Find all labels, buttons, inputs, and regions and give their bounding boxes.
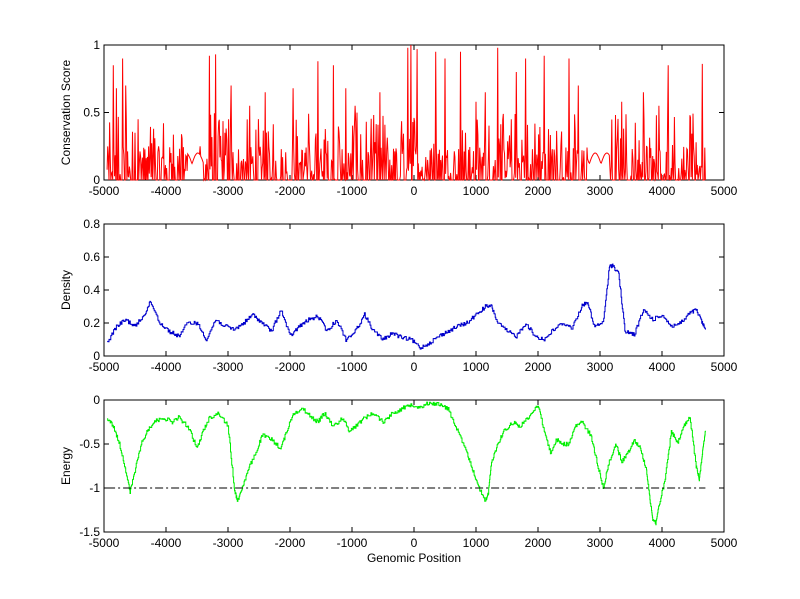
conservation-score-panel: -5000 -4000 -3000 -2000 -1000 0 1000 2000 3000 40… [59,38,738,198]
x-tick-label: 0 [411,536,418,550]
y-tick-label: 0 [93,393,100,407]
y-tick-label: -1 [89,481,100,495]
series-line [107,401,706,526]
y-tick-label: 0.2 [83,316,100,330]
x-tick-label: 1000 [463,360,490,374]
x-tick-label: -1000 [337,184,368,198]
y-tick-label: 0 [93,173,100,187]
x-tick-label: -4000 [151,360,182,374]
x-tick-label: 0 [411,184,418,198]
x-tick-label: 4000 [649,184,676,198]
x-tick-label: 4000 [649,536,676,550]
x-tick-label: -4000 [151,536,182,550]
x-tick-label: -3000 [213,184,244,198]
y-tick-label: 0.6 [83,250,100,264]
x-tick-label: 1000 [463,184,490,198]
y-tick-label: 0 [93,349,100,363]
x-tick-label: 5000 [711,536,738,550]
y-tick-label: -1.5 [79,525,100,539]
x-tick-label: -5000 [89,184,120,198]
y-tick-label: 0.8 [83,217,100,231]
x-tick-label: 3000 [587,536,614,550]
axes-box [103,399,725,533]
x-tick-label: 1000 [463,536,490,550]
x-tick-label: -4000 [151,184,182,198]
x-axis-label: Genomic Position [367,551,461,565]
x-tick-label: 3000 [587,360,614,374]
x-tick-label: -2000 [275,184,306,198]
x-tick-label: -3000 [213,360,244,374]
x-tick-label: -1000 [337,360,368,374]
y-axis-label: Conservation Score [59,59,73,165]
x-tick-label: -5000 [89,360,120,374]
axes-box [103,223,725,357]
y-axis-label: Energy [59,447,73,485]
y-tick-label: 0.5 [83,106,100,120]
x-tick-label: -5000 [89,536,120,550]
x-tick-label: 2000 [525,360,552,374]
x-tick-label: 4000 [649,360,676,374]
series-line [106,44,706,182]
energy-panel: -5000 -4000 -3000 -2000 -1000 0 1000 2000 3000 40… [59,393,738,565]
x-tick-label: -2000 [275,360,306,374]
y-axis-label: Density [59,270,73,310]
axes-box [103,44,725,181]
x-tick-label: 5000 [711,360,738,374]
x-tick-label: 3000 [587,184,614,198]
x-tick-label: 2000 [525,184,552,198]
series-line [107,263,706,350]
x-tick-label: -1000 [337,536,368,550]
x-tick-label: 2000 [525,536,552,550]
y-tick-label: 1 [93,38,100,52]
y-tick-label: 0.4 [83,283,100,297]
x-tick-label: 0 [411,360,418,374]
density-panel: -5000 -4000 -3000 -2000 -1000 0 1000 2000 3000 40… [59,217,738,374]
y-tick-label: -0.5 [79,437,100,451]
x-tick-label: -3000 [213,536,244,550]
x-tick-label: -2000 [275,536,306,550]
x-tick-label: 5000 [711,184,738,198]
